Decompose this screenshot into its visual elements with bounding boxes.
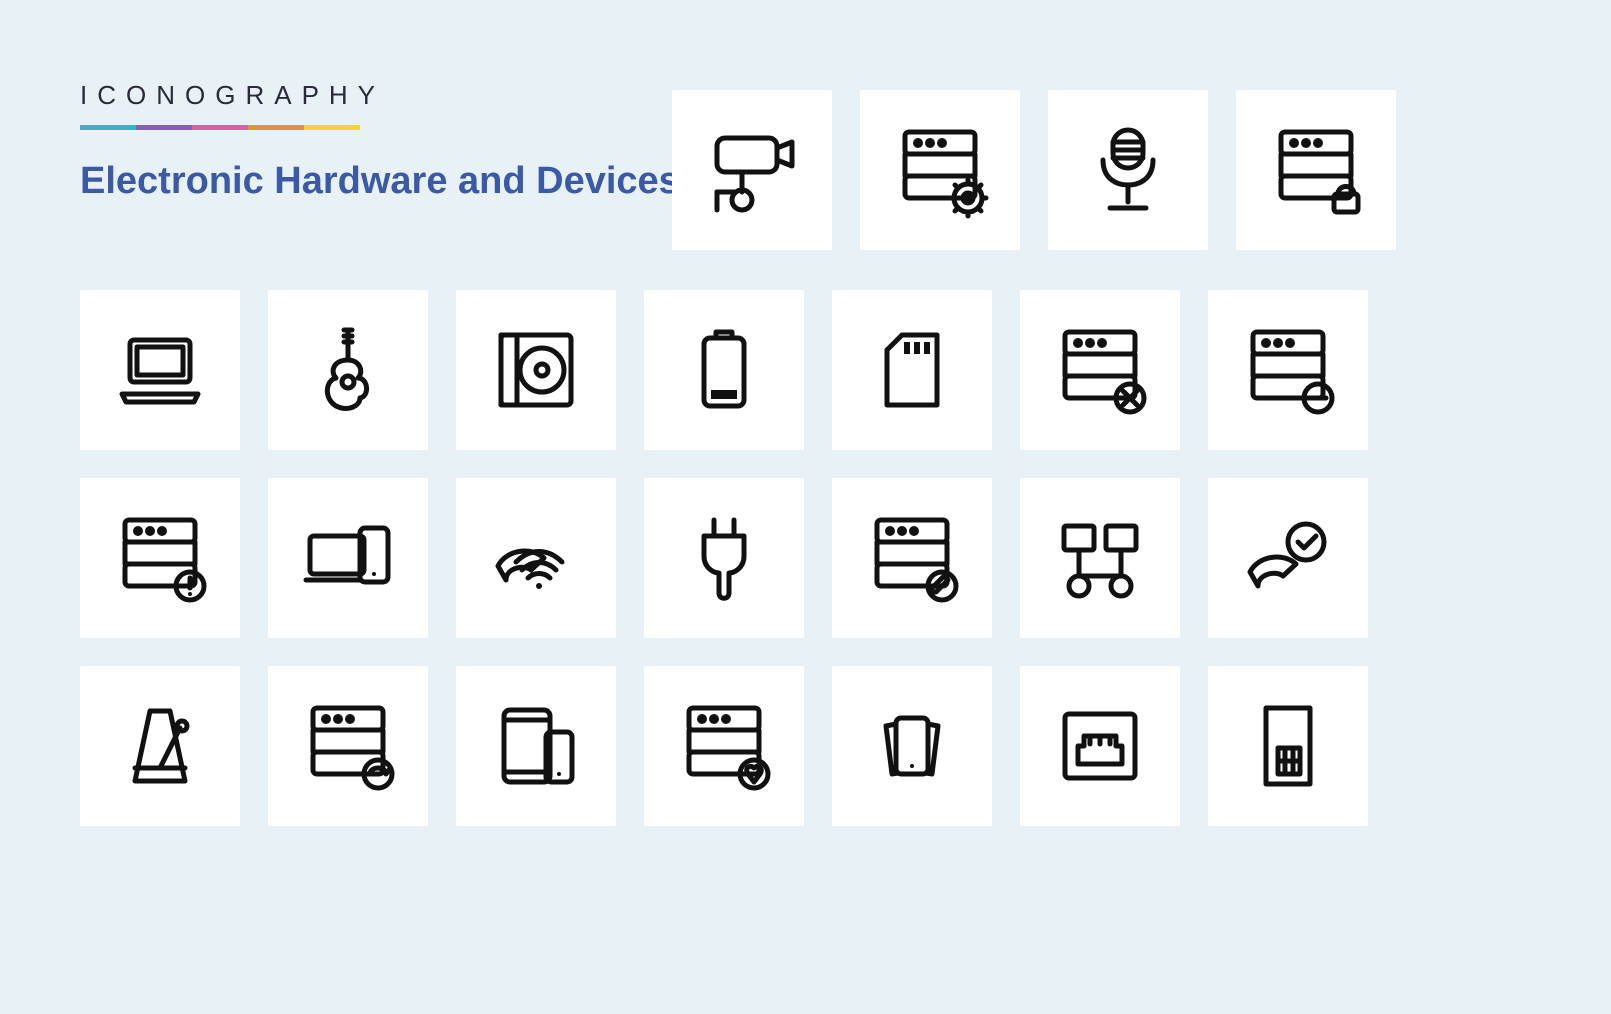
network-nodes-icon	[1020, 478, 1180, 638]
brand-label: ICONOGRAPHY	[80, 80, 680, 111]
underline-seg-2	[136, 125, 192, 130]
server-refresh-icon	[268, 666, 428, 826]
server-lock-icon	[1236, 90, 1396, 250]
server-warning-icon	[80, 478, 240, 638]
battery-low-icon	[644, 290, 804, 450]
microphone-icon	[1048, 90, 1208, 250]
power-plug-icon	[644, 478, 804, 638]
server-remove-icon	[1208, 290, 1368, 450]
server-edit-icon	[832, 478, 992, 638]
underline-seg-4	[248, 125, 304, 130]
server-error-icon	[1020, 290, 1180, 450]
server-favorite-icon	[644, 666, 804, 826]
ethernet-port-icon	[1020, 666, 1180, 826]
sim-card-icon	[1208, 666, 1368, 826]
laptop-phone-icon	[268, 478, 428, 638]
laptop-icon	[80, 290, 240, 450]
phone-check-icon	[1208, 478, 1368, 638]
underline-seg-3	[192, 125, 248, 130]
sd-card-icon	[832, 290, 992, 450]
underline-seg-1	[80, 125, 136, 130]
underline-seg-5	[304, 125, 360, 130]
icon-grid	[80, 290, 1368, 1014]
top-icon-row	[672, 90, 1396, 250]
disc-album-icon	[456, 290, 616, 450]
brand-underline	[80, 125, 680, 130]
cctv-camera-icon	[672, 90, 832, 250]
pack-title: Electronic Hardware and Devices	[80, 160, 680, 203]
server-settings-icon	[860, 90, 1020, 250]
phones-stack-icon	[832, 666, 992, 826]
metronome-icon	[80, 666, 240, 826]
guitar-icon	[268, 290, 428, 450]
tablet-phone-icon	[456, 666, 616, 826]
phone-wifi-icon	[456, 478, 616, 638]
header-block: ICONOGRAPHY Electronic Hardware and Devi…	[80, 80, 680, 203]
